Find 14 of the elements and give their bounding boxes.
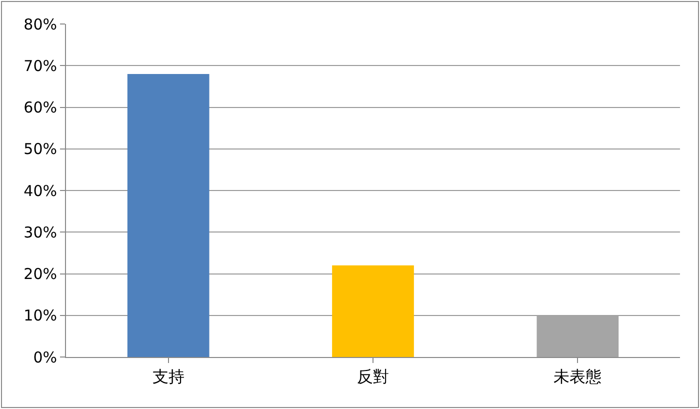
y-tick-label: 20%: [24, 265, 57, 283]
y-tick-label: 60%: [24, 98, 57, 116]
x-tick-label: 支持: [152, 367, 184, 386]
y-tick-label: 80%: [24, 15, 57, 34]
y-tick-label: 40%: [24, 182, 57, 200]
x-tick-label: 未表態: [554, 367, 602, 386]
x-tick-label: 反對: [357, 367, 389, 386]
y-tick-label: 30%: [24, 223, 57, 242]
bar: [127, 74, 210, 357]
y-tick-label: 10%: [24, 306, 57, 325]
y-tick-label: 50%: [24, 140, 57, 158]
y-tick-label: 70%: [24, 56, 57, 75]
y-tick-label: 0%: [33, 348, 57, 366]
bar: [332, 265, 414, 357]
